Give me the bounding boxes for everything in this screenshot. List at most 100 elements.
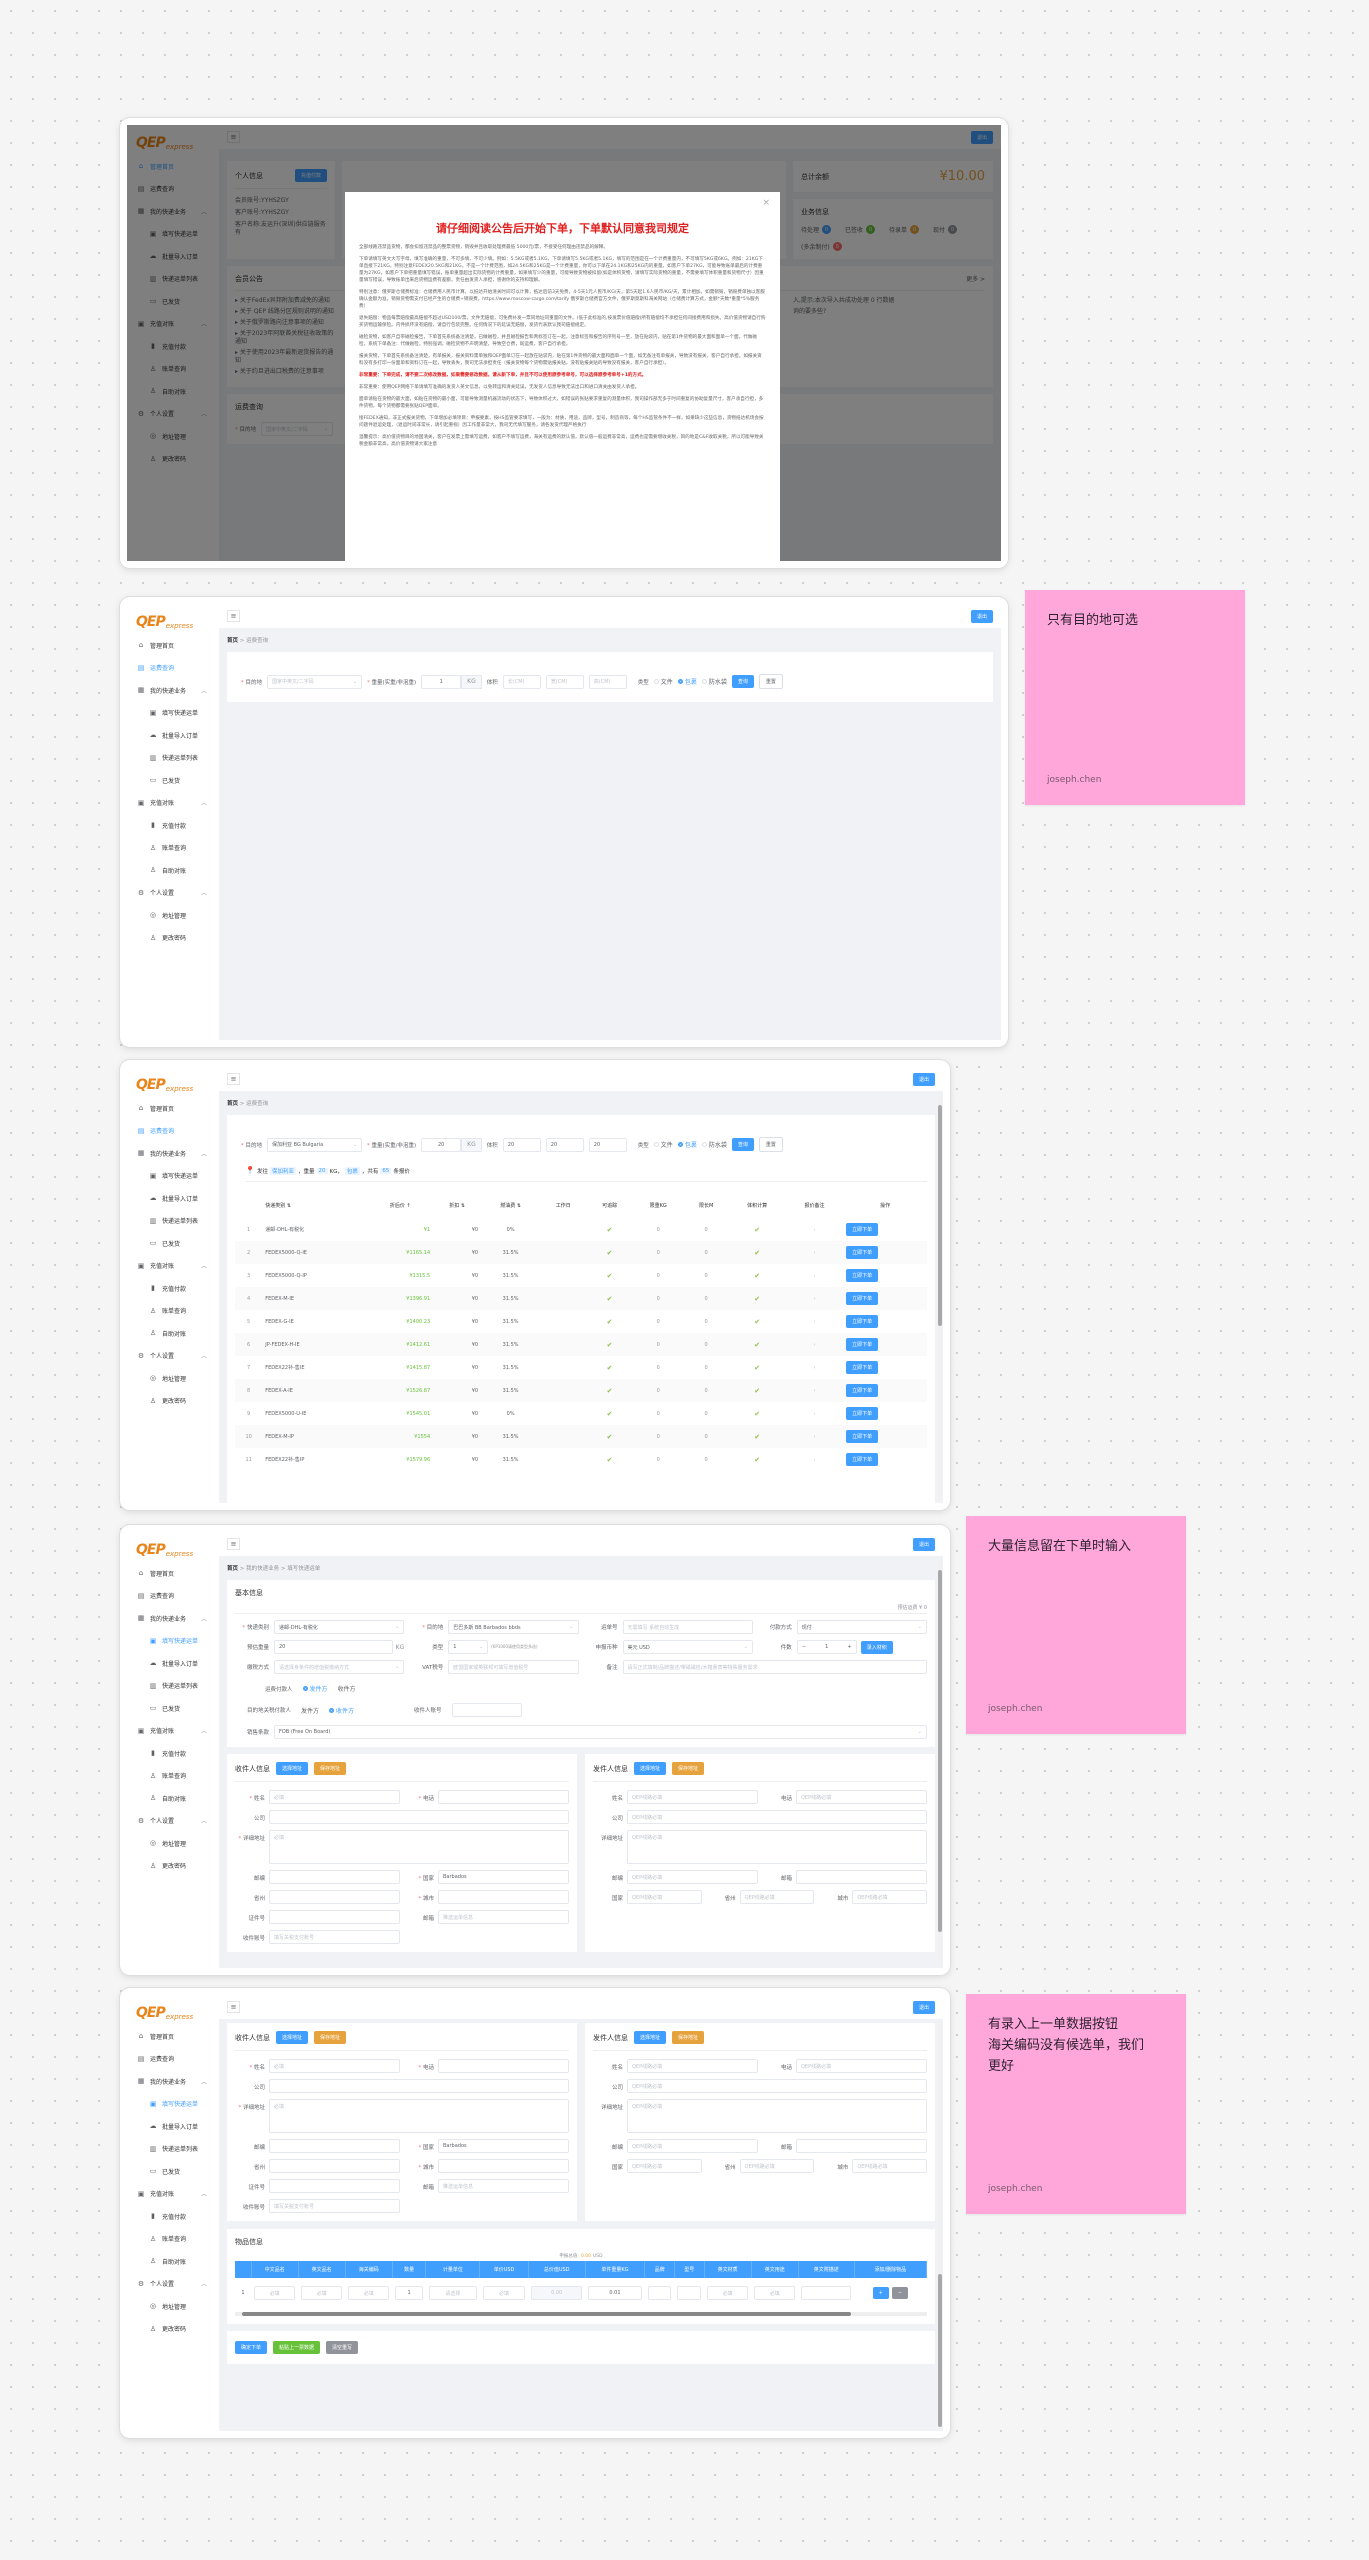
type-radio[interactable]: 包裹 [677,677,697,686]
sidebar-item[interactable]: ⚙ 个人设置 ︿ [127,2273,219,2296]
sidebar-subitem[interactable]: ♙ 更改密码 [127,2318,219,2341]
sidebar-subitem[interactable]: ♙ 更改密码 [127,1390,219,1413]
text-input[interactable]: 20 [274,1640,393,1654]
text-input[interactable]: 填写关税支付账号 [269,2199,400,2213]
sidebar-subitem[interactable]: ☁ 批量导入订单 [127,2115,219,2138]
item-input[interactable]: 必填 [348,2286,390,2300]
scrollbar-thumb[interactable] [938,1105,942,1327]
logout-button[interactable]: 退出 [912,2000,935,2014]
reset-button[interactable]: 重置 [758,1137,783,1152]
sidebar-item[interactable]: ⚙ 个人设置 ︿ [127,1345,219,1368]
text-input[interactable]: 推送运单信息 [438,1910,569,1924]
breadcrumb-item[interactable]: 首页 [227,1566,239,1572]
text-input[interactable] [269,1810,569,1824]
sidebar-subitem[interactable]: ♙ 更改密码 [127,927,219,950]
sidebar-subitem[interactable]: ▥ 快递运单列表 [127,1210,219,1233]
type-radio[interactable]: 防水袋 [701,677,727,686]
text-input[interactable]: 请写正式填制/品牌描述/带磁磁检/木箱熏蒸等特殊服务需求 [622,1660,927,1674]
sidebar-subitem[interactable]: ♙ 账单查询 [127,837,219,860]
item-input[interactable]: 必填 [301,2286,343,2300]
destination-select[interactable]: 保加利亚 BG Bulgaria ⌄ [267,1137,363,1152]
expand-note-icon[interactable]: › [813,1387,816,1394]
query-button[interactable]: 查询 [731,1138,754,1151]
query-button[interactable]: 查询 [731,675,754,688]
text-input[interactable] [795,1870,927,1884]
sidebar-item[interactable]: ⌂ 管理首页 [127,634,219,657]
weight-input[interactable]: 1 [421,674,462,689]
text-input[interactable]: 必填 [269,1830,569,1864]
text-input[interactable]: QEP线路必填 [627,1830,927,1864]
text-input[interactable] [269,1910,400,1924]
height-input[interactable]: 20 [588,1137,627,1152]
sidebar-item[interactable]: ▦ 我的快递业务 ︿ [127,679,219,702]
sidebar-subitem[interactable]: ▭ 已发货 [127,1232,219,1255]
item-input[interactable]: 必填 [754,2286,796,2300]
sticky-note[interactable]: 有录入上一单数据按钮 海关编码没有候选单，我们 更好 joseph.chen [966,1994,1186,2214]
column-header[interactable]: 快递类别 ⇅ [265,1202,292,1209]
add-item-button[interactable]: + [872,2287,889,2299]
sidebar-item[interactable]: ▣ 充值对账 ︿ [127,1720,219,1743]
text-input[interactable] [269,2179,400,2193]
plus-icon[interactable]: + [847,1644,852,1650]
item-input[interactable]: 0.01 [588,2286,642,2300]
item-input[interactable] [677,2286,702,2300]
sidebar-subitem[interactable]: ▭ 已发货 [127,1697,219,1720]
menu-toggle-icon[interactable]: ≡ [227,1538,240,1550]
expand-note-icon[interactable]: › [813,1410,816,1417]
scrollbar-thumb[interactable] [938,1570,942,1932]
select-address-button[interactable]: 选择地址 [276,1762,309,1775]
text-input[interactable]: 无需填写 系统自动生成 [622,1620,753,1634]
select-input[interactable]: 递邮-DHL-有税化 ⌄ [274,1620,405,1634]
scrollbar[interactable] [938,2025,942,2427]
text-input[interactable] [269,2159,400,2173]
scrollbar-thumb[interactable] [938,2274,942,2427]
type-radio[interactable]: 防水袋 [701,1140,727,1149]
text-input[interactable]: Barbados [438,2139,569,2153]
sidebar-subitem[interactable]: ☁ 批量导入订单 [127,1187,219,1210]
text-input[interactable] [269,2139,400,2153]
text-input[interactable]: Barbados [438,1870,569,1884]
expand-note-icon[interactable]: › [813,1318,816,1325]
sidebar-item[interactable]: ▦ 我的快递业务 ︿ [127,1142,219,1165]
item-input[interactable]: 1 [395,2286,423,2300]
item-input[interactable] [801,2286,852,2300]
select-input[interactable]: 美元 USD ⌄ [622,1640,753,1654]
text-input[interactable]: 必填 [269,2059,400,2073]
sidebar-subitem[interactable]: ☁ 批量导入订单 [127,1652,219,1675]
sidebar-item[interactable]: ▣ 充值对账 ︿ [127,792,219,815]
sidebar-subitem[interactable]: ▮ 充值付款 [127,1277,219,1300]
weight-input[interactable]: 20 [421,1137,462,1152]
expand-note-icon[interactable]: › [813,1272,816,1279]
order-now-button[interactable]: 立即下单 [846,1246,879,1259]
logout-button[interactable]: 退出 [970,609,993,623]
paste-last-order-button[interactable]: 粘贴上一票数据 [273,2341,321,2354]
text-input[interactable]: QEP线路必填 [739,1890,815,1904]
item-input[interactable]: 必填 [254,2286,296,2300]
expand-note-icon[interactable]: › [813,1433,816,1440]
width-input[interactable]: 宽(CM) [545,674,584,689]
order-now-button[interactable]: 立即下单 [846,1269,879,1282]
order-now-button[interactable]: 立即下单 [846,1384,879,1397]
sidebar-subitem[interactable]: ▣ 填写快递运单 [127,2093,219,2116]
item-input[interactable]: 必填 [482,2286,526,2300]
text-input[interactable]: QEP线路必填 [795,2059,927,2073]
receiver-account-input[interactable] [451,1703,522,1717]
text-input[interactable] [438,1890,569,1904]
text-input[interactable]: QEP线路必填 [627,1890,702,1904]
clear-form-button[interactable]: 清空重写 [326,2341,359,2354]
expand-note-icon[interactable]: › [813,1364,816,1371]
order-now-button[interactable]: 立即下单 [846,1453,879,1466]
sidebar-subitem[interactable]: ♙ 自助对账 [127,1322,219,1345]
sales-terms-select[interactable]: FOB (Free On Board) ⌄ [274,1725,927,1739]
sidebar-item[interactable]: ▦ 我的快递业务 ︿ [127,1607,219,1630]
sticky-note[interactable]: 只有目的地可选 joseph.chen [1025,590,1245,805]
order-now-button[interactable]: 立即下单 [846,1361,879,1374]
quantity-stepper-input[interactable]: − 1 + [796,1640,857,1654]
sidebar-subitem[interactable]: ▮ 充值付款 [127,814,219,837]
select-input[interactable]: 1 ⌄ [448,1640,489,1654]
sidebar-subitem[interactable]: ◎ 地址管理 [127,1367,219,1390]
text-input[interactable]: 必填 [269,1790,400,1804]
text-input[interactable] [795,2139,927,2153]
height-input[interactable]: 高(CM) [588,674,627,689]
item-input[interactable]: 0.00 [531,2286,583,2300]
